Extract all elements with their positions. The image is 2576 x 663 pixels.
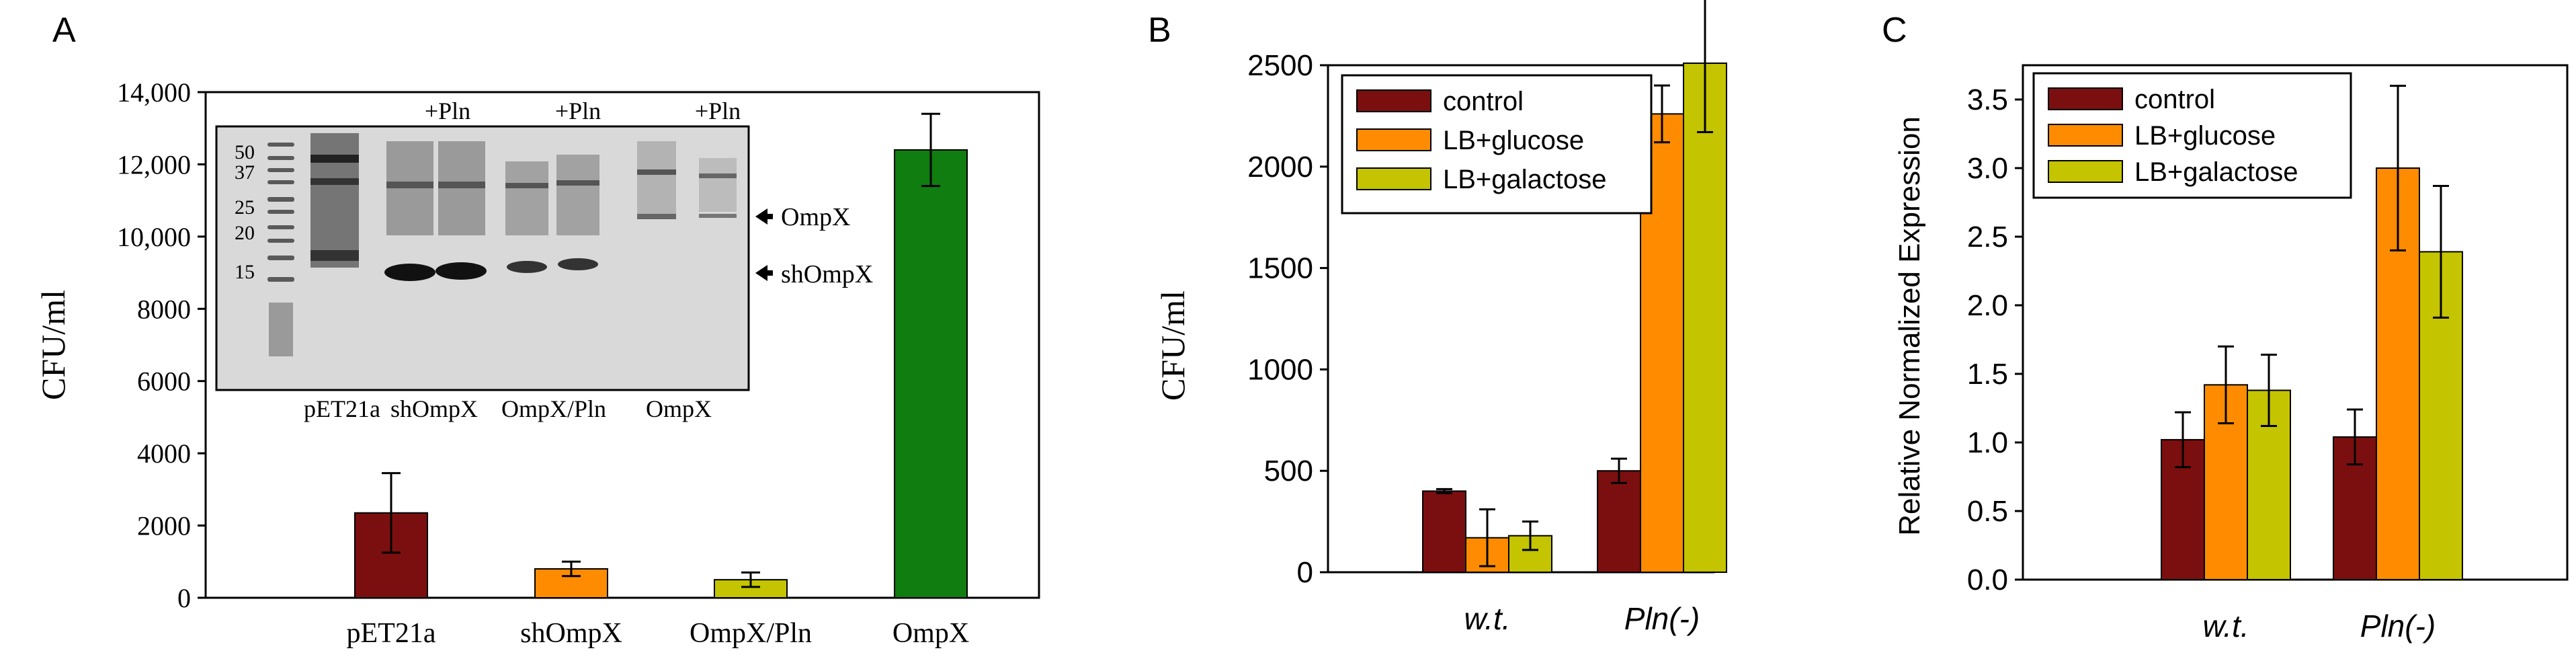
y-tick-label: 1.0 xyxy=(1967,426,2008,459)
bar xyxy=(1508,535,1552,573)
bar xyxy=(354,512,428,598)
legend-b: control LB+glucose LB+galactose xyxy=(1341,74,1653,214)
gel-marker: 37 xyxy=(235,161,255,184)
x-category-label: OmpX xyxy=(892,618,969,649)
y-tick-label: 2.5 xyxy=(1967,221,2008,254)
error-bar xyxy=(1611,457,1627,484)
x-category-label: Pln(-) xyxy=(2360,609,2436,644)
x-category-label: shOmpX xyxy=(520,618,622,649)
gel-marker: 25 xyxy=(235,196,255,219)
plot-frame-a xyxy=(204,91,1040,599)
legend-label: LB+glucose xyxy=(1443,126,1584,155)
gel-marker: 20 xyxy=(235,222,255,244)
gel-arrow-label: shOmpX xyxy=(781,260,873,288)
gel-arrow-label: OmpX xyxy=(781,203,850,231)
error-bar xyxy=(1654,84,1670,144)
bar xyxy=(894,149,968,598)
legend-label: control xyxy=(1443,87,1524,116)
y-tick-label: 2500 xyxy=(1247,49,1313,82)
y-tick-label: 0 xyxy=(1297,556,1313,589)
y-tick-label: 4000 xyxy=(137,438,191,469)
gel-marker: 15 xyxy=(235,261,255,283)
legend-swatch xyxy=(2048,124,2123,147)
y-tick-label: 2000 xyxy=(137,511,191,541)
error-bar xyxy=(382,472,401,554)
y-tick-label: 2.0 xyxy=(1967,289,2008,322)
error-bar xyxy=(2433,185,2449,319)
error-bar xyxy=(1697,0,1713,134)
gel-lane-label: OmpX/Pln xyxy=(501,395,606,422)
y-tick-label: 0.0 xyxy=(1967,563,2008,596)
legend-swatch xyxy=(2048,87,2123,110)
gel-plus-label: +Pln xyxy=(425,98,470,124)
panel-letter-b: B xyxy=(1148,11,1171,50)
gel-plus-label: +Pln xyxy=(555,98,601,124)
y-tick-label: 14,000 xyxy=(117,77,191,108)
y-axis-label-b: CFU/ml xyxy=(1154,290,1192,401)
gel-ladder xyxy=(267,143,294,356)
bar xyxy=(1683,62,1727,573)
legend-c: control LB+glucose LB+galactose xyxy=(2032,72,2352,199)
y-tick-label: 10,000 xyxy=(117,222,191,252)
bar xyxy=(1597,470,1641,574)
legend-swatch xyxy=(1356,128,1431,151)
gel-lanes xyxy=(310,133,737,281)
x-category-label: pET21a xyxy=(347,618,436,649)
y-tick-label: 3.5 xyxy=(1967,83,2008,116)
y-axis-label-c: Relative Normalized Expression xyxy=(1893,116,1926,536)
chart-b: 0 500 1000 1500 2000 2500 w.t. Pln(-) CFU/ml c… xyxy=(1154,0,1727,636)
x-category-label: OmpX/Pln xyxy=(690,618,812,649)
y-tick-label: 1000 xyxy=(1247,353,1313,386)
x-category-label: w.t. xyxy=(2202,609,2249,644)
y-tick-label: 2000 xyxy=(1247,151,1313,184)
chart-a: 0 2000 4000 6000 8000 10,000 12,000 14,000 pET2… xyxy=(34,77,1040,649)
legend-swatch xyxy=(1356,167,1431,190)
error-bar xyxy=(1522,520,1538,551)
legend-label: control xyxy=(2134,85,2215,114)
gel-lane-label: pET21a xyxy=(304,395,380,422)
panel-letter-a: A xyxy=(52,11,76,50)
legend-label: LB+galactose xyxy=(1443,165,1607,194)
x-category-label: Pln(-) xyxy=(1624,601,1700,636)
y-tick-label: 1.5 xyxy=(1967,358,2008,391)
panel-letter-c: C xyxy=(1882,11,1907,50)
arrow-icon xyxy=(755,265,773,281)
error-bar xyxy=(1436,488,1452,494)
error-bar xyxy=(741,571,760,588)
error-bar xyxy=(2261,353,2277,428)
error-bar xyxy=(2218,345,2234,424)
y-tick-label: 0 xyxy=(177,583,191,613)
y-tick-label: 500 xyxy=(1264,455,1313,488)
gel-plus-label: +Pln xyxy=(695,98,741,124)
x-category-label: w.t. xyxy=(1464,601,1510,636)
chart-c: 0.0 0.5 1.0 1.5 2.0 2.5 3.0 3.5 w.t. Pln(-) Rela… xyxy=(1893,64,2569,644)
error-bar xyxy=(562,560,581,578)
gel-lane-label: OmpX xyxy=(646,395,712,422)
error-bar xyxy=(2347,408,2363,466)
error-bar xyxy=(1479,508,1495,568)
y-tick-label: 8000 xyxy=(137,294,191,324)
y-tick-label: 12,000 xyxy=(117,149,191,180)
y-tick-label: 1500 xyxy=(1247,252,1313,285)
legend-swatch xyxy=(1356,89,1431,112)
arrow-icon xyxy=(755,208,773,225)
error-bar xyxy=(2390,85,2406,251)
error-bar xyxy=(2175,411,2191,469)
y-tick-label: 0.5 xyxy=(1967,495,2008,528)
bar xyxy=(2247,389,2291,580)
y-tick-label: 6000 xyxy=(137,366,191,397)
y-tick-label: 3.0 xyxy=(1967,152,2008,185)
legend-label: LB+galactose xyxy=(2134,157,2298,187)
error-bar xyxy=(921,112,940,188)
y-axis-label-a: CFU/ml xyxy=(34,290,72,400)
gel-marker: 50 xyxy=(235,141,255,163)
bar xyxy=(1422,490,1466,573)
gel-lane-label: shOmpX xyxy=(390,395,478,422)
plot-frame-c xyxy=(2022,64,2569,581)
legend-label: LB+glucose xyxy=(2134,121,2276,151)
legend-swatch xyxy=(2048,160,2123,183)
gel-inset: 50 37 25 20 15 +Pln +Pln +Pln OmpX shOmp… xyxy=(215,98,873,422)
